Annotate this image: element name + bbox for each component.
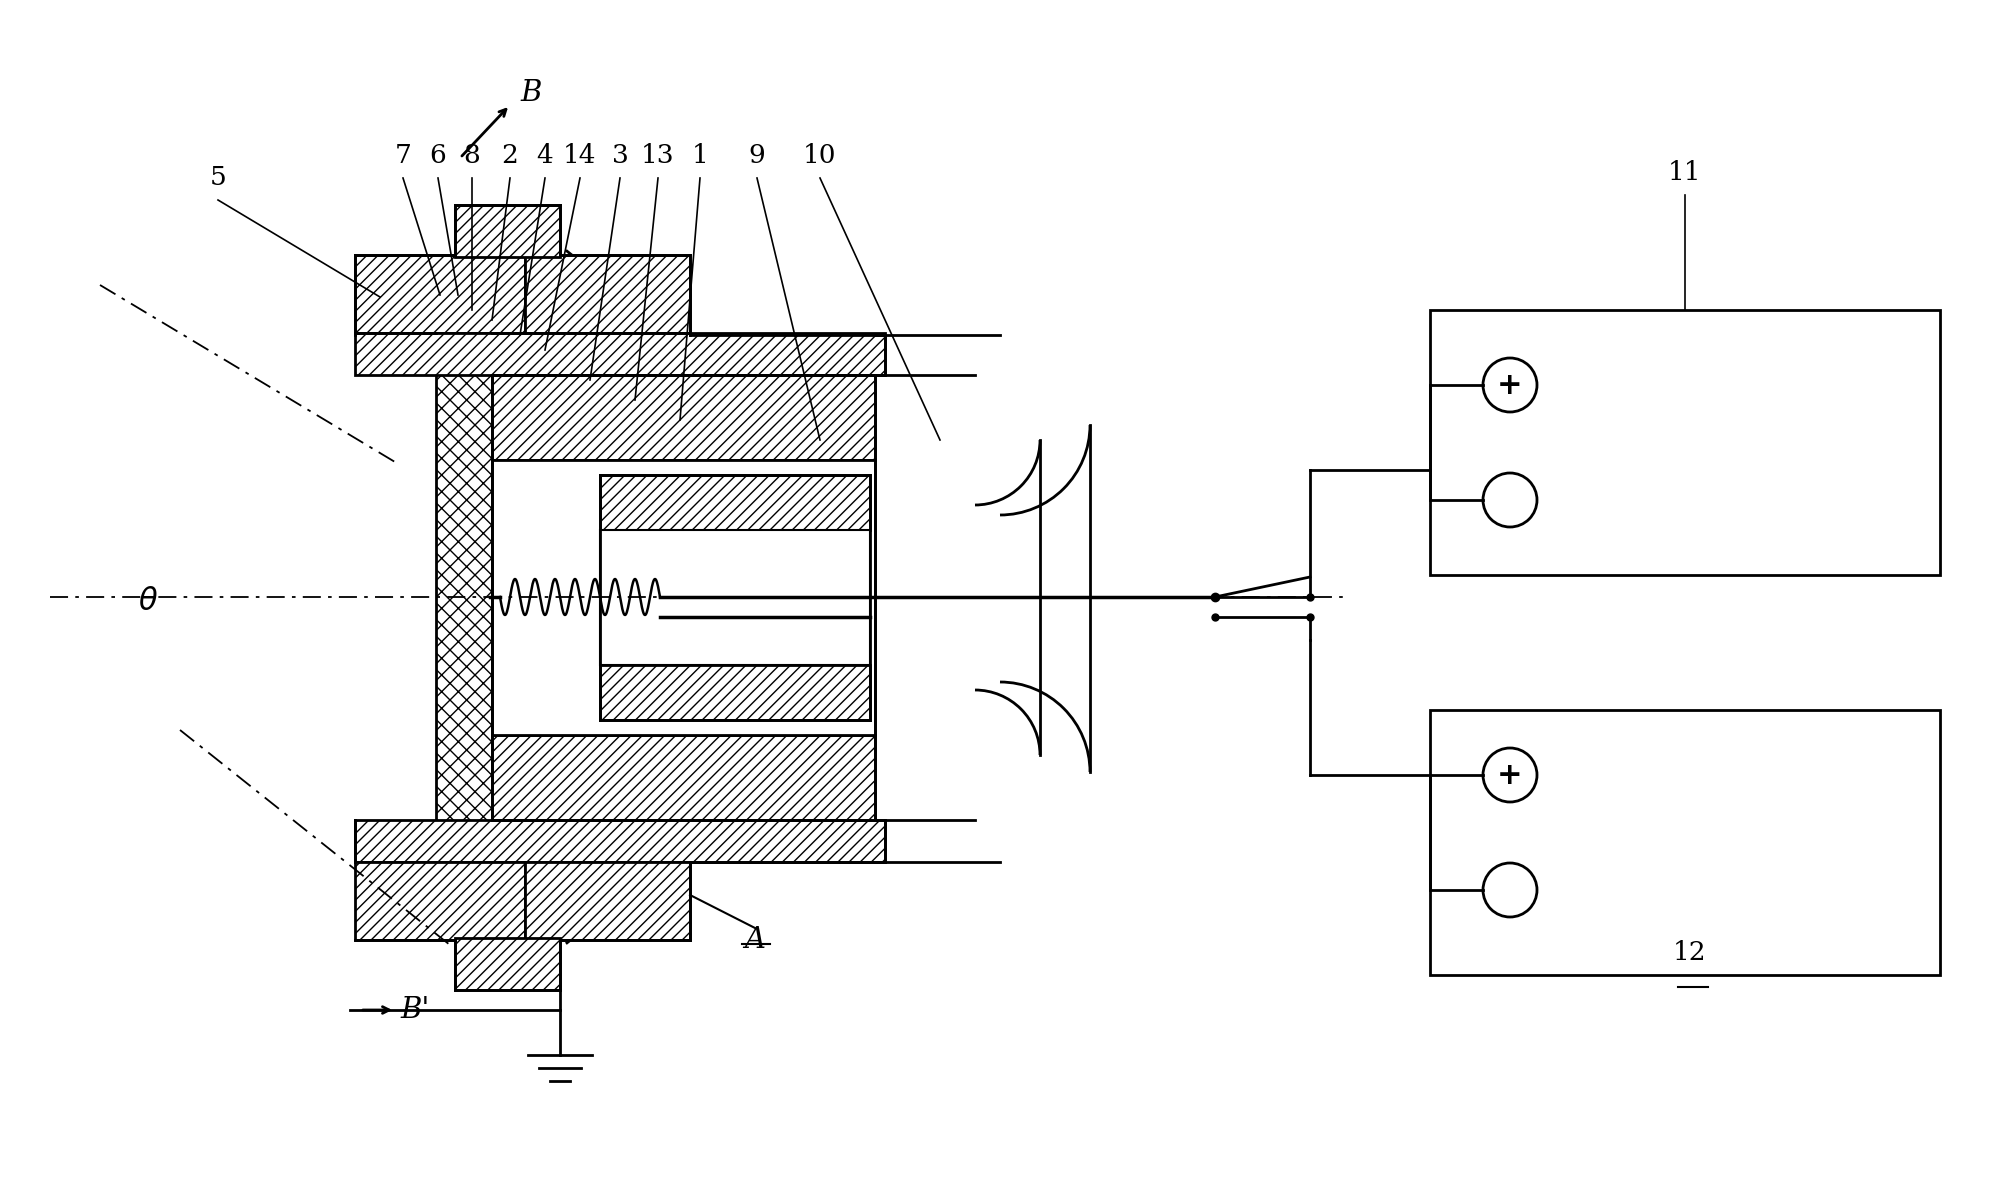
Bar <box>355 862 525 940</box>
Bar <box>525 862 689 940</box>
Bar <box>437 336 493 864</box>
Bar <box>455 938 559 990</box>
Bar <box>525 256 689 333</box>
Text: +: + <box>1497 370 1523 400</box>
Text: +: + <box>1497 761 1523 789</box>
Bar <box>493 375 876 460</box>
Bar <box>599 530 870 665</box>
Bar <box>355 256 525 333</box>
Text: 13: 13 <box>641 143 675 168</box>
Bar <box>493 460 876 736</box>
Text: 4: 4 <box>537 143 553 168</box>
Text: 3: 3 <box>611 143 629 168</box>
Text: $\theta$: $\theta$ <box>138 587 158 616</box>
Bar <box>599 475 870 530</box>
Bar <box>1431 310 1940 576</box>
Text: 11: 11 <box>1667 160 1701 185</box>
Text: B': B' <box>401 996 429 1024</box>
Text: 1: 1 <box>691 143 707 168</box>
Bar <box>493 736 876 820</box>
Bar <box>355 333 886 375</box>
Bar <box>455 205 559 257</box>
Text: 2: 2 <box>501 143 519 168</box>
Text: A: A <box>745 927 766 954</box>
Text: 12: 12 <box>1673 940 1707 965</box>
Bar <box>599 665 870 720</box>
Text: 14: 14 <box>563 143 597 168</box>
Bar <box>1431 710 1940 975</box>
Text: B: B <box>519 79 541 107</box>
Text: 8: 8 <box>463 143 481 168</box>
Text: 10: 10 <box>804 143 838 168</box>
Text: 6: 6 <box>429 143 447 168</box>
Text: 5: 5 <box>210 165 226 190</box>
Text: 7: 7 <box>395 143 411 168</box>
Bar <box>355 820 886 862</box>
Text: 9: 9 <box>749 143 766 168</box>
